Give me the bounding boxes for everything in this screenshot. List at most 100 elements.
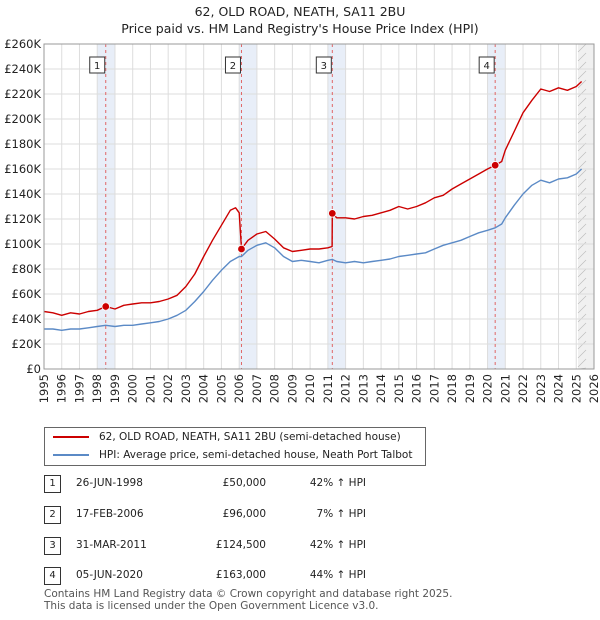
forecast-hatch	[577, 349, 587, 359]
forecast-hatch	[577, 331, 587, 341]
sale-number-badge: 3	[44, 537, 61, 555]
y-tick-label: £240K	[4, 62, 41, 76]
sale-price: £124,500	[215, 539, 266, 551]
legend-label-property: 62, OLD ROAD, NEATH, SA11 2BU (semi-deta…	[99, 431, 401, 443]
x-tick-label: 2021	[498, 374, 512, 403]
x-tick-label: 2024	[552, 374, 566, 403]
x-tick-label: 2005	[214, 374, 228, 403]
x-tick-label: 2015	[392, 374, 406, 403]
forecast-hatch	[577, 277, 587, 287]
sale-number-badge: 2	[44, 506, 61, 524]
forecast-hatch	[577, 196, 587, 206]
forecast-hatch	[577, 241, 587, 251]
forecast-hatch	[577, 250, 587, 260]
y-tick-label: £160K	[4, 162, 41, 176]
y-tick-label: £60K	[12, 287, 42, 301]
plot-frame	[43, 43, 595, 370]
x-tick-label: 2023	[534, 374, 548, 403]
forecast-hatch	[577, 133, 587, 143]
sale-point	[490, 161, 500, 170]
x-tick-label: 2025	[569, 374, 583, 403]
x-tick-label: 2009	[285, 374, 299, 403]
sale-point	[328, 209, 337, 218]
x-tick-label: 1999	[108, 374, 122, 403]
forecast-hatch	[577, 70, 587, 80]
forecast-hatch	[577, 268, 587, 278]
sale-price: £163,000	[215, 569, 266, 581]
x-tick-label: 2003	[179, 374, 193, 403]
forecast-hatch	[577, 358, 587, 368]
sale-marker-box	[89, 56, 106, 74]
sale-date: 17-FEB-2006	[76, 508, 144, 520]
forecast-hatch	[577, 106, 587, 116]
sale-row: 3 31-MAR-2011 £124,500 42% ↑ HPI	[44, 537, 564, 555]
x-tick-label: 1995	[37, 374, 51, 403]
x-tick-label: 2010	[303, 374, 317, 403]
sale-hpi-diff: 44% ↑ HPI	[309, 569, 366, 581]
y-tick-label: £220K	[4, 87, 41, 101]
sale-number-badge: 4	[44, 567, 61, 585]
forecast-hatch	[577, 151, 587, 161]
sale-year-band	[239, 44, 257, 369]
sale-price: £50,000	[222, 477, 266, 489]
x-tick-label: 1997	[72, 374, 86, 403]
forecast-hatch	[577, 259, 587, 269]
forecast-hatch	[577, 88, 587, 98]
sale-date: 31-MAR-2011	[76, 539, 147, 551]
forecast-hatch	[577, 205, 587, 215]
forecast-hatch	[577, 160, 587, 170]
price-chart: 1 2 3 4 £0 £20K £40K £60K £80K £100K £120K £140K £1…	[4, 37, 600, 403]
x-tick-label: 2004	[197, 374, 211, 403]
x-tick-label: 2013	[356, 374, 370, 403]
x-tick-label: 2016	[410, 374, 424, 403]
x-tick-label: 2019	[463, 374, 477, 403]
x-tick-label: 2026	[587, 374, 600, 403]
forecast-hatch	[577, 322, 587, 332]
y-tick-label: £120K	[4, 212, 41, 226]
forecast-hatch	[577, 232, 587, 242]
forecast-hatch	[577, 124, 587, 134]
x-tick-label: 2008	[268, 374, 282, 403]
y-tick-label: £260K	[4, 37, 41, 51]
y-tick-label: £20K	[12, 337, 42, 351]
sale-year-band	[487, 44, 506, 369]
sale-date: 26-JUN-1998	[76, 477, 143, 489]
legend-swatch-hpi	[53, 454, 89, 456]
sale-marker-box	[315, 56, 332, 74]
sale-number-badge: 1	[44, 475, 61, 493]
chart-title-address: 62, OLD ROAD, NEATH, SA11 2BU	[194, 4, 406, 19]
forecast-hatch	[577, 223, 587, 233]
forecast-hatch	[577, 169, 587, 179]
sale-marker-number: 3	[321, 61, 327, 72]
y-tick-label: £0	[26, 362, 41, 376]
sale-marker-number: 2	[230, 61, 236, 72]
sale-marker-number: 4	[483, 61, 489, 72]
x-tick-label: 2000	[126, 374, 140, 403]
sale-hpi-diff: 42% ↑ HPI	[309, 477, 366, 489]
footer-licence: This data is licensed under the Open Gov…	[44, 600, 379, 612]
forecast-band	[578, 44, 594, 369]
x-tick-label: 2002	[161, 374, 175, 403]
hpi-line	[44, 168, 583, 331]
y-tick-label: £140K	[4, 187, 41, 201]
forecast-hatch	[577, 97, 587, 107]
x-tick-label: 2017	[427, 374, 441, 403]
x-tick-label: 1998	[90, 374, 104, 403]
chart-legend: 62, OLD ROAD, NEATH, SA11 2BU (semi-deta…	[44, 427, 426, 466]
forecast-hatch	[577, 115, 587, 125]
sale-marker-number: 1	[94, 61, 100, 72]
y-tick-label: £40K	[12, 312, 42, 326]
x-tick-label: 2007	[250, 374, 264, 403]
x-tick-label: 2012	[339, 374, 353, 403]
chart-title-subtitle: Price paid vs. HM Land Registry's House …	[121, 21, 479, 36]
forecast-hatch	[577, 295, 587, 305]
sale-price: £96,000	[222, 508, 266, 520]
y-tick-label: £80K	[12, 262, 42, 276]
forecast-hatch	[577, 187, 587, 197]
sale-row: 4 05-JUN-2020 £163,000 44% ↑ HPI	[44, 567, 564, 585]
forecast-hatch	[577, 178, 587, 188]
sale-date: 05-JUN-2020	[76, 569, 143, 581]
forecast-hatch	[577, 313, 587, 323]
y-tick-label: £200K	[4, 112, 41, 126]
y-tick-label: £180K	[4, 137, 41, 151]
